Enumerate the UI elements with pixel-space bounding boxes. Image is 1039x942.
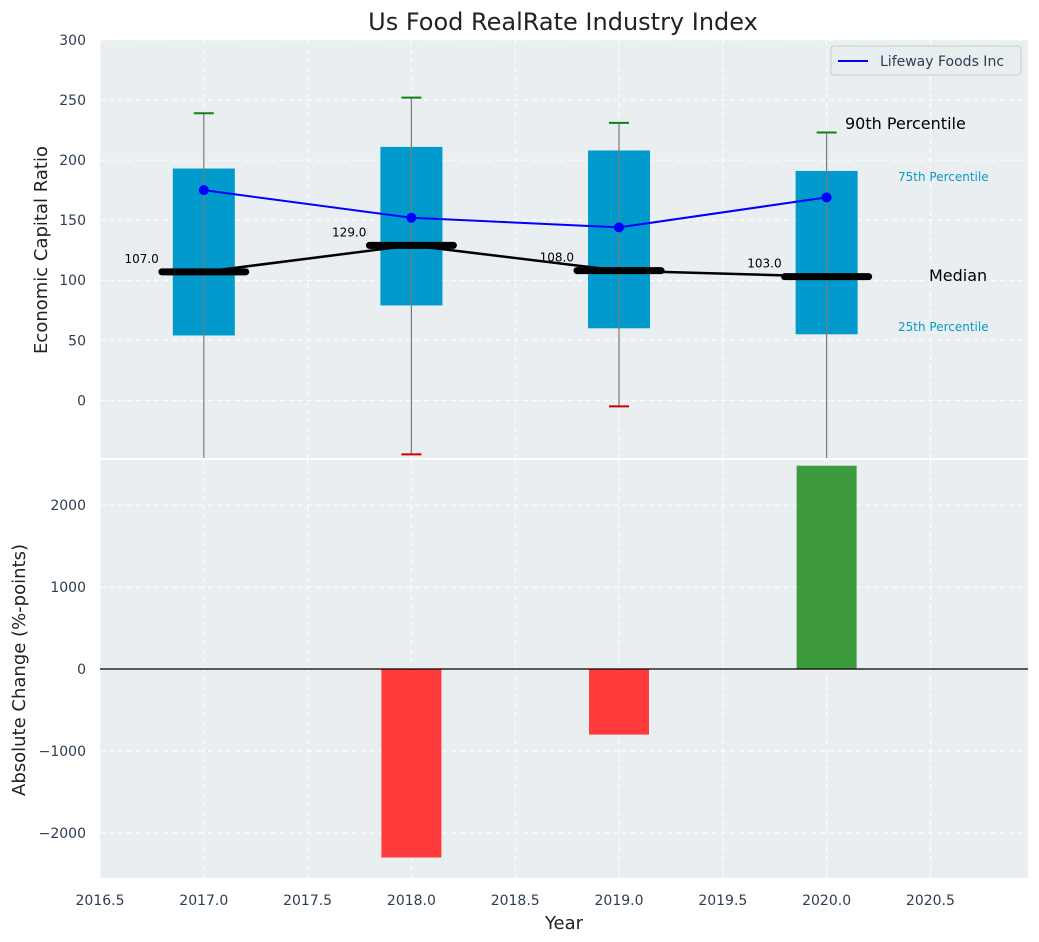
top-y-tick-label: 150	[59, 213, 86, 229]
x-axis-label: Year	[544, 913, 584, 934]
top-y-axis-label: Economic Capital Ratio	[31, 146, 52, 354]
change-bar	[796, 465, 857, 669]
top-y-tick-label: 200	[59, 153, 86, 169]
bottom-y-tick-label: 0	[77, 662, 86, 678]
median-value-label: 107.0	[124, 252, 158, 266]
top-y-tick-label: 50	[68, 333, 86, 349]
median-value-label: 103.0	[747, 257, 781, 271]
x-tick-label: 2018.0	[387, 893, 436, 909]
x-tick-label: 2019.5	[698, 893, 747, 909]
top-marks: 107.0 129.0 108.0 103.0	[124, 96, 873, 458]
company-series-point	[198, 185, 209, 196]
legend-box	[830, 45, 1022, 76]
annotation-median: Median	[929, 266, 987, 285]
annotation-75th-percentile: 75th Percentile	[898, 170, 989, 184]
change-bar	[381, 669, 442, 858]
x-tick-label: 2018.5	[491, 893, 540, 909]
bottom-y-tick-label: 1000	[50, 580, 86, 596]
legend: Lifeway Foods Inc	[830, 45, 1022, 76]
top-y-tick-label: 0	[77, 393, 86, 409]
bottom-y-tick-label: −2000	[39, 826, 86, 842]
annotation-25th-percentile: 25th Percentile	[898, 320, 989, 334]
bottom-y-tick-label: −1000	[39, 744, 86, 760]
median-value-label: 129.0	[332, 225, 366, 239]
median-trend-line	[203, 244, 827, 278]
legend-label: Lifeway Foods Inc	[880, 54, 1004, 70]
x-tick-label: 2020.0	[802, 893, 851, 909]
chart-title: Us Food RealRate Industry Index	[368, 8, 758, 36]
x-tick-label: 2017.0	[179, 893, 228, 909]
top-y-tick-label: 100	[59, 273, 86, 289]
x-tick-label: 2020.5	[906, 893, 955, 909]
tick-labels: 0 50 100 150 200 250 300 −2000 −1000 0 1000 2000 201…	[39, 33, 955, 909]
bottom-y-tick-label: 2000	[50, 498, 86, 514]
company-series-point	[406, 212, 417, 223]
company-series-point	[821, 192, 832, 203]
top-plot-area	[100, 40, 1028, 458]
bottom-marks	[100, 465, 1028, 858]
top-y-tick-label: 300	[59, 33, 86, 49]
bottom-y-axis-label: Absolute Change (%-points)	[9, 544, 30, 796]
x-tick-label: 2017.5	[283, 893, 332, 909]
change-bar	[589, 669, 650, 735]
x-tick-label: 2016.5	[76, 893, 125, 909]
company-series-line	[203, 189, 827, 229]
annotation-90th-percentile: 90th Percentile	[845, 114, 966, 133]
company-series-point	[614, 222, 625, 233]
median-value-label: 108.0	[540, 251, 574, 265]
x-tick-label: 2019.0	[595, 893, 644, 909]
top-y-tick-label: 250	[59, 93, 86, 109]
